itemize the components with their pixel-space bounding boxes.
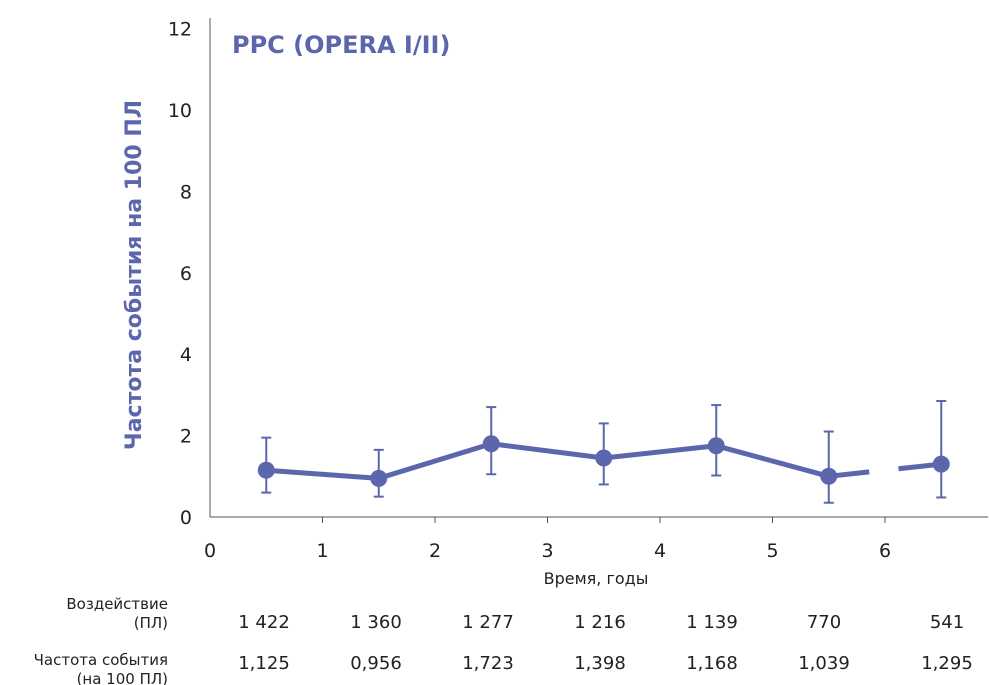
y-tick-label: 6 — [180, 263, 192, 285]
table-cell: 1,168 — [686, 653, 738, 674]
y-tick-label: 8 — [180, 181, 192, 203]
series-line-segment — [488, 441, 607, 461]
y-tick-label: 0 — [180, 507, 192, 529]
y-tick-label: 4 — [180, 344, 192, 366]
data-point — [482, 435, 500, 453]
table-cell: 1,125 — [238, 653, 290, 674]
x-tick-label: 0 — [204, 540, 216, 562]
table-cell: 1 277 — [462, 612, 514, 633]
table-cell: 1 139 — [686, 612, 738, 633]
table-row-label: Воздействие — [66, 595, 168, 613]
table-cell: 541 — [930, 612, 964, 633]
chart-title: РРС (OPERA I/II) — [232, 31, 450, 59]
table-row-label: (на 100 ПЛ) — [77, 670, 168, 685]
table-cell: 1 422 — [238, 612, 290, 633]
x-tick-label: 3 — [541, 540, 553, 562]
data-point — [707, 437, 725, 455]
series-line-segment — [713, 443, 832, 479]
data-point — [370, 469, 388, 487]
table-cell: 1 216 — [574, 612, 626, 633]
table-cell: 1,723 — [462, 653, 514, 674]
data-point — [595, 449, 613, 467]
y-tick-label: 10 — [168, 100, 192, 122]
y-axis-label: Частота события на 100 ПЛ — [122, 100, 147, 450]
series-group — [257, 400, 950, 504]
table-row-label: (ПЛ) — [134, 614, 168, 632]
y-tick-label: 2 — [180, 426, 192, 448]
table-cell: 1,398 — [574, 653, 626, 674]
table-cell: 1 360 — [350, 612, 402, 633]
series-line-segment — [601, 443, 719, 461]
x-tick-label: 5 — [766, 540, 778, 562]
data-point — [932, 455, 950, 473]
x-tick-label: 6 — [879, 540, 891, 562]
x-tick-label: 2 — [429, 540, 441, 562]
table-cell: 1,295 — [921, 653, 973, 674]
data-table: Воздействие(ПЛ) 1 422 1 360 1 277 1 216 1 139… — [34, 595, 973, 685]
data-point — [257, 461, 275, 479]
series-line-segment — [263, 467, 382, 481]
series-line-segment — [376, 441, 494, 481]
x-tick-label: 1 — [316, 540, 328, 562]
table-row-label: Частота события — [34, 651, 168, 669]
x-tick-label: 4 — [654, 540, 666, 562]
y-tick-label: 12 — [168, 19, 192, 41]
table-cell: 0,956 — [350, 653, 402, 674]
table-cell: 1,039 — [798, 653, 850, 674]
table-cell: 770 — [807, 612, 841, 633]
x-axis-label: Время, годы — [544, 569, 649, 588]
data-point — [820, 467, 838, 485]
